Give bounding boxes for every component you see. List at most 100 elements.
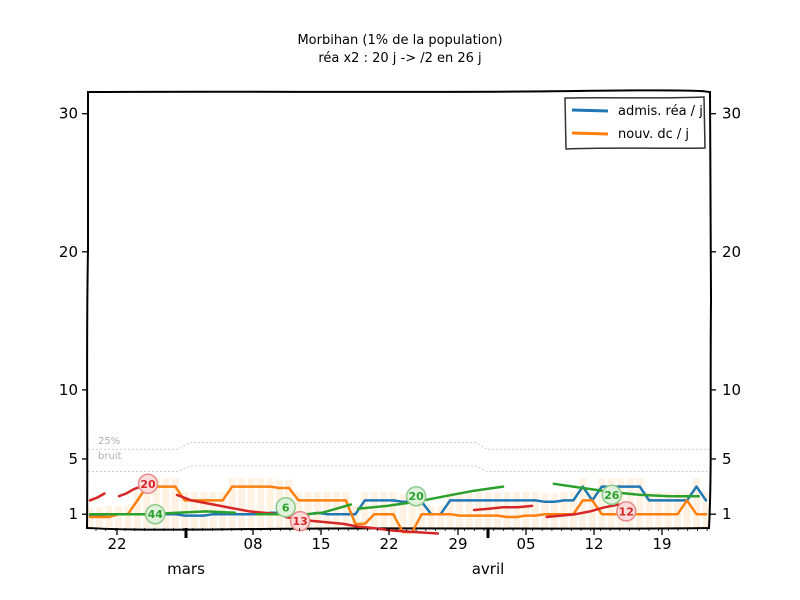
x-tick-label: 15 — [311, 535, 330, 553]
x-tick-label: 22 — [379, 535, 398, 553]
bar-mark — [209, 492, 217, 528]
badge-green: 20 — [405, 485, 427, 507]
x-tick-label: 05 — [516, 535, 535, 553]
badge-label: 44 — [148, 508, 164, 521]
y-tick-label: 20 — [722, 243, 741, 261]
bar-mark — [560, 492, 568, 528]
noise-band-lower — [88, 465, 710, 472]
x-tick-label: 22 — [107, 535, 126, 553]
bar-mark — [247, 478, 255, 528]
bar-mark — [636, 478, 644, 528]
bar-mark — [133, 492, 141, 528]
bar-mark — [645, 492, 653, 528]
trend-line — [545, 503, 621, 519]
y-tick-label: 1 — [68, 505, 78, 523]
badge-green: 6 — [275, 497, 296, 518]
bar-mark — [200, 492, 208, 528]
bar-mark — [351, 505, 359, 528]
badges: 20 44 613 20 26 12 — [137, 473, 637, 532]
badge-circle — [601, 484, 623, 506]
bar-mark — [342, 492, 350, 528]
badge-circle — [275, 497, 296, 518]
badge-label: 6 — [282, 501, 290, 514]
badge-green: 44 — [144, 503, 166, 525]
bar-mark — [531, 492, 539, 528]
bar-mark — [456, 492, 464, 528]
badge-circle — [137, 473, 159, 495]
bar-mark — [408, 493, 416, 528]
x-axis: 22 08 15 22 29 05 12 19 — [95, 528, 708, 553]
badge-circle — [616, 501, 637, 522]
month-label-avril: avril — [472, 560, 505, 578]
bar-mark — [313, 492, 321, 528]
badge-label: 12 — [619, 505, 634, 518]
legend: admis. réa / j nouv. dc / j — [564, 96, 706, 150]
noise-band-upper — [88, 441, 710, 450]
bar-mark — [465, 492, 473, 528]
bar-mark — [427, 505, 435, 528]
badge-red: 13 — [289, 510, 311, 532]
trend-line — [472, 504, 534, 512]
bar-mark — [418, 493, 426, 528]
y-tick-label: 5 — [68, 450, 78, 468]
x-tick-label: 19 — [652, 535, 671, 553]
bar-mark — [494, 492, 502, 528]
bar-mark — [152, 478, 160, 528]
x-tick-label: 29 — [448, 535, 467, 553]
bar-mark — [664, 492, 672, 528]
legend-label-dc: nouv. dc / j — [618, 127, 689, 142]
trend-line — [88, 492, 106, 502]
bar-mark — [162, 478, 170, 528]
trend-line — [175, 493, 280, 516]
bar-mark — [370, 492, 378, 528]
bar-mark — [238, 478, 246, 528]
bar-mark — [598, 478, 606, 528]
trend-line — [356, 485, 505, 510]
plot-frame — [85, 89, 713, 531]
bar-mark — [332, 492, 340, 528]
bar-mark — [266, 478, 274, 528]
bar-mark — [257, 478, 265, 528]
bar-mark — [437, 505, 445, 528]
bar-mark — [304, 492, 312, 528]
y-axis-left: 1 5 10 20 30 — [59, 105, 88, 523]
bar-mark — [171, 478, 179, 528]
bar-mark — [294, 492, 302, 528]
badge-circle — [289, 510, 311, 532]
badge-green: 26 — [601, 484, 623, 506]
y-tick-label: 10 — [722, 381, 741, 399]
badge-red: 20 — [137, 473, 159, 495]
bar-mark — [484, 492, 492, 528]
y-tick-label: 10 — [59, 381, 78, 399]
bar-mark — [399, 493, 407, 528]
bar-mark — [550, 493, 558, 528]
badge-label: 20 — [140, 478, 156, 491]
bar-mark — [579, 478, 587, 528]
bar-mark — [522, 492, 530, 528]
bar-mark — [693, 478, 701, 528]
bar-mark — [683, 492, 691, 528]
legend-swatch-dc — [571, 131, 609, 136]
bar-mark — [674, 492, 682, 528]
bar-mark — [380, 492, 388, 528]
bar-mark — [446, 492, 454, 528]
badge-red: 12 — [616, 501, 637, 522]
bar-mark — [124, 505, 132, 528]
bar-mark — [569, 492, 577, 528]
x-tick-label: 12 — [584, 535, 603, 553]
noise-label-bruit: bruit — [98, 451, 122, 462]
y-tick-label: 1 — [722, 505, 732, 523]
bar-mark — [389, 492, 397, 528]
noise-band — [88, 441, 710, 472]
bar-mark — [541, 493, 549, 528]
y-tick-label: 30 — [59, 105, 78, 123]
x-tick-label: 08 — [243, 535, 262, 553]
y-axis-right: 1 5 10 20 30 — [710, 105, 741, 523]
badge-circle — [144, 503, 166, 525]
badge-circle — [405, 485, 427, 507]
chart-subtitle: réa x2 : 20 j -> /2 en 26 j — [318, 51, 481, 66]
legend-swatch-rea — [571, 108, 609, 113]
bar-mark — [228, 478, 236, 528]
bar-mark — [219, 492, 227, 528]
